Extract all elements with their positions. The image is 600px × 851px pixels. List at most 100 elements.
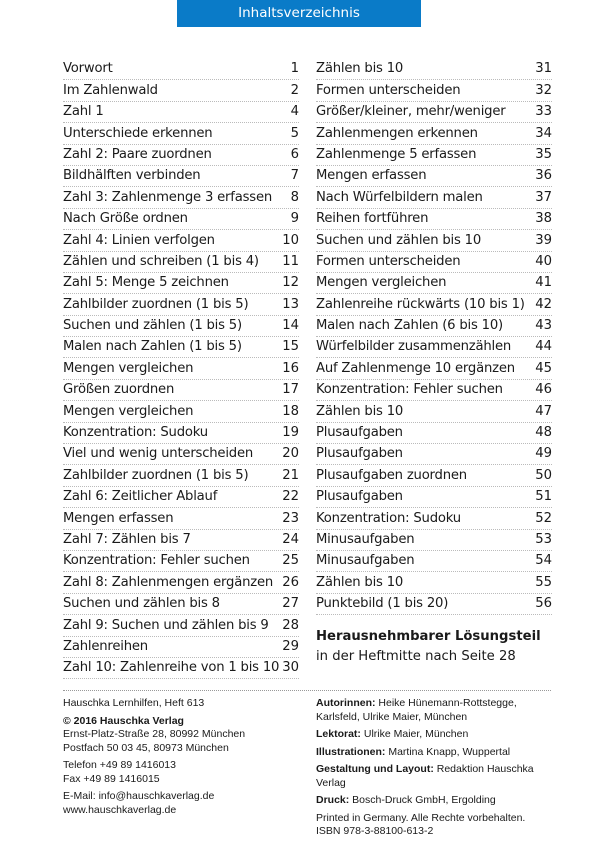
toc-entry[interactable]: Mengen vergleichen 16 [63,358,299,380]
toc-entry-page: 15 [282,339,299,355]
toc-entry-page: 42 [535,296,552,312]
toc-entry-title: Plusaufgaben [316,425,403,441]
toc-entry[interactable]: Zahl 6: Zeitlicher Ablauf 22 [63,487,299,509]
toc-entry-page: 26 [282,574,299,590]
toc-entry[interactable]: Würfelbilder zusammenzählen 44 [316,337,552,359]
toc-entry-page: 46 [535,382,552,398]
toc-entry[interactable]: Konzentration: Fehler suchen 46 [316,380,552,402]
toc-entry[interactable]: Vorwort 1 [63,59,299,81]
toc-entry[interactable]: Zahl 2: Paare zuordnen 6 [63,145,299,166]
toc-entry[interactable]: Mengen erfassen 36 [316,166,552,188]
toc-entry-title: Zahl 6: Zeitlicher Ablauf [63,489,218,505]
fax: Fax +49 89 1416015 [63,772,160,785]
toc-entry-title: Zahl 3: Zahlenmenge 3 erfassen [63,189,273,205]
toc-entry-title: Zählen bis 10 [316,574,404,590]
toc-entry[interactable]: Suchen und zählen bis 8 27 [63,594,299,616]
toc-entry[interactable]: Zahlbilder zuordnen (1 bis 5) 13 [63,294,299,316]
toc-entry[interactable]: Reihen fortführen 38 [316,209,552,231]
toc-entry[interactable]: Zahl 5: Menge 5 zeichnen 12 [63,273,299,295]
toc-entry[interactable]: Nach Würfelbildern malen 37 [316,187,552,209]
credit-line: Autorinnen: Heike Hünemann-Rottstegge, K… [316,697,556,724]
solutions-title: Herausnehmbarer Lösungsteil [316,629,541,645]
toc-entry[interactable]: Nach Größe ordnen 9 [63,209,299,231]
toc-entry[interactable]: Malen nach Zahlen (6 bis 10) 43 [316,316,552,338]
toc-entry-page: 33 [535,104,552,120]
toc-entry[interactable]: Zahl 7: Zählen bis 7 24 [63,530,299,551]
toc-entry[interactable]: Zahlenmenge 5 erfassen 35 [316,145,552,166]
toc-entry-title: Zählen bis 10 [316,61,404,77]
toc-entry[interactable]: Konzentration: Sudoku 52 [316,508,552,530]
toc-entry[interactable]: Zahl 8: Zahlenmengen ergänzen 26 [63,572,299,594]
toc-entry[interactable]: Im Zahlenwald 2 [63,80,299,102]
toc-entry[interactable]: Unterschiede erkennen 5 [63,123,299,145]
email-link[interactable]: E-Mail: info@hauschkaverlag.de [63,790,215,802]
toc-entry[interactable]: Größer/kleiner, mehr/weniger 33 [316,102,552,124]
toc-entry-title: Zahl 2: Paare zuordnen [63,146,212,162]
toc-entry[interactable]: Plusaufgaben 48 [316,423,552,445]
toc-entry[interactable]: Zahlenmengen erkennen 34 [316,123,552,145]
toc-entry[interactable]: Zählen und schreiben (1 bis 4) 11 [63,252,299,273]
toc-entry[interactable]: Konzentration: Sudoku 19 [63,423,299,445]
phone: Telefon +49 89 1416013 [63,759,176,771]
toc-entry-page: 35 [535,146,552,162]
toc-entry[interactable]: Zahl 3: Zahlenmenge 3 erfassen 8 [63,187,299,209]
toc-entry[interactable]: Mengen erfassen 23 [63,508,299,530]
toc-entry[interactable]: Plusaufgaben 51 [316,487,552,509]
toc-entry-page: 52 [535,510,552,526]
toc-entry-title: Punktebild (1 bis 20) [316,596,449,612]
toc-entry[interactable]: Auf Zahlenmenge 10 ergänzen 45 [316,358,552,380]
credit-line: Gestaltung und Layout: Redaktion Hauschk… [316,763,556,790]
toc-entry[interactable]: Minusaufgaben 54 [316,551,552,573]
toc-entry-title: Zahl 8: Zahlenmengen ergänzen [63,574,274,590]
toc-entry[interactable]: Punktebild (1 bis 20) 56 [316,594,552,616]
toc-entry[interactable]: Zählen bis 10 55 [316,572,552,594]
toc-entry-page: 45 [535,360,552,376]
toc-entry[interactable]: Bildhälften verbinden 7 [63,166,299,188]
isbn: ISBN 978-3-88100-613-2 [316,825,434,837]
toc-entry[interactable]: Zahl 4: Linien verfolgen 10 [63,230,299,252]
toc-entry-title: Konzentration: Fehler suchen [316,382,503,398]
toc-entry[interactable]: Formen unterscheiden 32 [316,80,552,102]
toc-entry[interactable]: Zahl 9: Suchen und zählen bis 9 28 [63,615,299,637]
toc-entry[interactable]: Mengen vergleichen 18 [63,401,299,423]
toc-entry-title: Größer/kleiner, mehr/weniger [316,104,506,120]
toc-entry-page: 16 [282,360,299,376]
toc-entry[interactable]: Zahlbilder zuordnen (1 bis 5) 21 [63,465,299,487]
toc-entry[interactable]: Mengen vergleichen 41 [316,273,552,295]
toc-entry[interactable]: Zählen bis 10 47 [316,401,552,423]
toc-entry[interactable]: Minusaufgaben 53 [316,530,552,551]
solutions-note: Herausnehmbarer Lösungsteil in der Heftm… [316,627,552,667]
toc-entry[interactable]: Zahl 1 4 [63,102,299,124]
toc-entry-title: Zahlenreihe rückwärts (10 bis 1) [316,296,525,312]
solutions-location: in der Heftmitte nach Seite 28 [316,649,516,665]
toc-entry-title: Größen zuordnen [63,382,175,398]
toc-entry-title: Formen unterscheiden [316,82,461,98]
toc-entry[interactable]: Konzentration: Fehler suchen 25 [63,551,299,573]
toc-entry-page: 10 [282,232,299,248]
toc-entry-page: 11 [282,253,299,269]
toc-entry-title: Zahl 1 [63,104,104,120]
toc-entry-title: Zahl 4: Linien verfolgen [63,232,215,248]
toc-entry[interactable]: Plusaufgaben zuordnen 50 [316,465,552,487]
toc-entry[interactable]: Zahl 10: Zahlenreihe von 1 bis 10 30 [63,658,299,680]
toc-entry-title: Zählen bis 10 [316,403,404,419]
toc-entry-page: 13 [282,296,299,312]
toc-entry[interactable]: Suchen und zählen (1 bis 5) 14 [63,316,299,338]
toc-entry[interactable]: Formen unterscheiden 40 [316,252,552,273]
toc-entry-page: 23 [282,510,299,526]
toc-entry[interactable]: Plusaufgaben 49 [316,444,552,466]
toc-entry-title: Zahl 10: Zahlenreihe von 1 bis 10 [63,660,280,676]
toc-entry[interactable]: Größen zuordnen 17 [63,380,299,402]
toc-entry-page: 29 [282,638,299,654]
toc-entry[interactable]: Zahlenreihen 29 [63,637,299,658]
toc-entry[interactable]: Viel und wenig unterscheiden 20 [63,444,299,466]
toc-entry[interactable]: Malen nach Zahlen (1 bis 5) 15 [63,337,299,359]
toc-entry[interactable]: Zählen bis 10 31 [316,59,552,81]
credit-value: Bosch-Druck GmbH, Ergolding [349,794,496,806]
website-link[interactable]: www.hauschkaverlag.de [63,803,177,816]
toc-entry-page: 27 [282,596,299,612]
toc-entry[interactable]: Zahlenreihe rückwärts (10 bis 1) 42 [316,294,552,316]
toc-entry[interactable]: Suchen und zählen bis 10 39 [316,230,552,252]
toc-entry-page: 1 [290,61,299,77]
toc-entry-page: 53 [535,531,552,547]
